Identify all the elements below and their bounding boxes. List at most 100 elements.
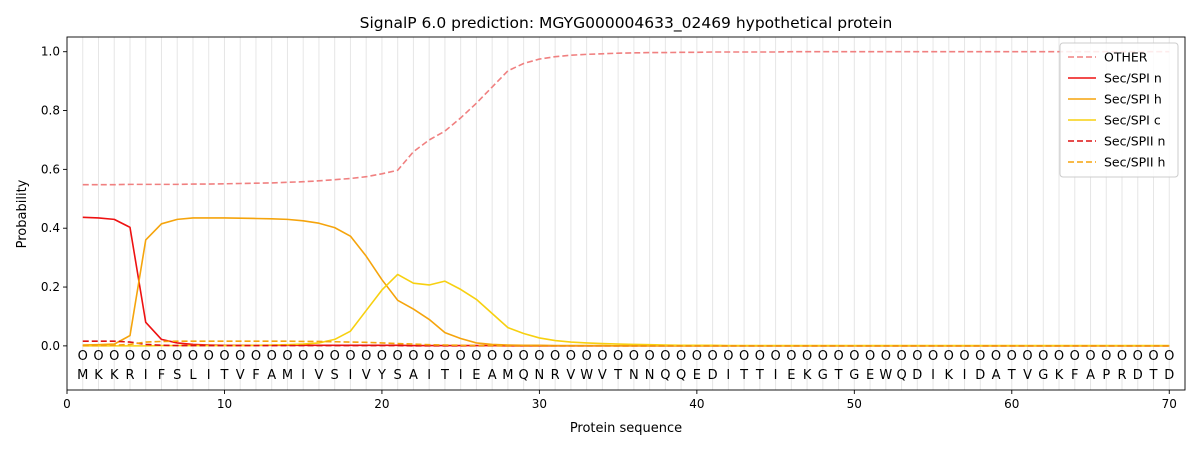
residue-label: P <box>1102 368 1110 383</box>
x-tick-label: 70 <box>1162 397 1177 411</box>
residue-label: D <box>975 368 985 383</box>
residue-region-label: O <box>345 349 355 364</box>
residue-label: V <box>598 368 607 383</box>
residue-region-label: O <box>141 349 151 364</box>
residue-region-label: O <box>456 349 466 364</box>
y-tick-label: 0.8 <box>41 104 60 118</box>
residue-label: V <box>236 368 245 383</box>
residue-region-label: O <box>692 349 702 364</box>
legend-label: Sec/SPII h <box>1104 155 1165 170</box>
residue-label: Q <box>896 368 906 383</box>
residue-region-label: O <box>755 349 765 364</box>
residue-label: A <box>992 368 1001 383</box>
residue-region-label: O <box>802 349 812 364</box>
residue-region-label: O <box>896 349 906 364</box>
residue-label: Y <box>377 368 386 383</box>
residue-region-label: O <box>676 349 686 364</box>
residue-region-label: O <box>959 349 969 364</box>
residue-region-label: O <box>1070 349 1080 364</box>
residue-region-label: O <box>550 349 560 364</box>
residue-region-label: O <box>739 349 749 364</box>
residue-label: E <box>472 368 480 383</box>
plot-frame <box>66 36 1186 391</box>
residue-label: I <box>301 368 305 383</box>
residue-label: A <box>409 368 418 383</box>
legend-label: Sec/SPI h <box>1104 92 1162 107</box>
residue-label: T <box>755 368 764 383</box>
residue-label: S <box>173 368 181 383</box>
residue-label: G <box>849 368 859 383</box>
residue-region-label: O <box>660 349 670 364</box>
residue-label: I <box>207 368 211 383</box>
residue-label: F <box>1071 368 1078 383</box>
residue-region-label: O <box>109 349 119 364</box>
residue-label: R <box>125 368 134 383</box>
residue-label: I <box>144 368 148 383</box>
legend: OTHER Sec/SPI n Sec/SPI h Sec/SPI c Sec/SPII… <box>1059 42 1179 178</box>
residue-region-label: O <box>975 349 985 364</box>
residue-region-label: O <box>503 349 513 364</box>
residue-region-label: O <box>629 349 639 364</box>
residue-region-label: O <box>912 349 922 364</box>
residue-region-label: O <box>613 349 623 364</box>
residue-label: E <box>866 368 874 383</box>
residue-region-label: O <box>645 349 655 364</box>
residue-label: L <box>189 368 197 383</box>
residue-label: F <box>252 368 259 383</box>
y-tick-label: 0.2 <box>41 280 60 294</box>
residue-label: I <box>931 368 935 383</box>
residue-label: V <box>566 368 575 383</box>
residue-region-label: O <box>267 349 277 364</box>
residue-label: A <box>1086 368 1095 383</box>
residue-label: K <box>110 368 119 383</box>
residue-label: T <box>1149 368 1158 383</box>
residue-label: I <box>774 368 778 383</box>
residue-region-label: O <box>393 349 403 364</box>
residue-region-label: O <box>377 349 387 364</box>
residue-label: N <box>645 368 655 383</box>
residue-region-label: O <box>944 349 954 364</box>
residue-label: T <box>219 368 228 383</box>
residue-region-label: O <box>1117 349 1127 364</box>
residue-region-label: O <box>865 349 875 364</box>
residue-label: N <box>629 368 639 383</box>
residue-label: M <box>502 368 513 383</box>
y-tick-label: 0.0 <box>41 339 60 353</box>
residue-region-label: O <box>707 349 717 364</box>
residue-region-label: O <box>1133 349 1143 364</box>
residue-region-label: O <box>1085 349 1095 364</box>
residue-label: M <box>77 368 88 383</box>
residue-label: D <box>708 368 718 383</box>
residue-region-label: O <box>849 349 859 364</box>
y-tick-label: 0.6 <box>41 162 60 176</box>
residue-label: W <box>879 368 892 383</box>
residue-region-label: O <box>818 349 828 364</box>
residue-label: D <box>1164 368 1174 383</box>
residue-region-label: O <box>1022 349 1032 364</box>
legend-label: OTHER <box>1104 50 1148 65</box>
residue-label: Q <box>676 368 686 383</box>
residue-region-label: O <box>1038 349 1048 364</box>
series-lines <box>82 50 1170 347</box>
residue-region-label: O <box>314 349 324 364</box>
residue-region-label: O <box>298 349 308 364</box>
x-tick-label: 50 <box>847 397 862 411</box>
residue-region-label: O <box>235 349 245 364</box>
legend-label: Sec/SPII n <box>1104 134 1165 149</box>
legend-label: Sec/SPI n <box>1104 71 1162 86</box>
residue-label: V <box>314 368 323 383</box>
grid-lines <box>82 37 1170 390</box>
residue-label: T <box>739 368 748 383</box>
residue-label: A <box>488 368 497 383</box>
residue-region-label: O <box>928 349 938 364</box>
residue-region-label: O <box>330 349 340 364</box>
residue-label: Q <box>519 368 529 383</box>
residue-region-label: O <box>1007 349 1017 364</box>
residue-label: M <box>282 368 293 383</box>
residue-label: R <box>1117 368 1126 383</box>
residue-region-label: O <box>1164 349 1174 364</box>
residue-label: A <box>267 368 276 383</box>
residue-region-label: O <box>471 349 481 364</box>
